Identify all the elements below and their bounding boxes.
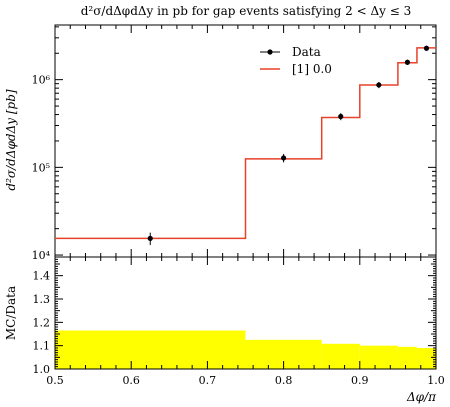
ratio-y-ticks: 1.0 1.1 1.2 1.3 1.4 <box>33 258 436 376</box>
ratio-band-bin <box>397 346 417 369</box>
data-point <box>376 82 382 88</box>
main-x-ticks <box>54 25 437 257</box>
x-tick-label: 0.8 <box>275 374 293 387</box>
x-tick-label: 0.5 <box>46 374 64 387</box>
main-y-axis-label: d²σ/dΔφdΔy [pb] <box>4 89 18 190</box>
data-point <box>423 45 430 51</box>
ratio-y-tick-label: 1.1 <box>33 340 51 353</box>
ratio-plot-marks <box>55 330 436 369</box>
main-y-tick-label: 10⁴ <box>32 249 51 262</box>
main-y-tick-label: 10⁶ <box>32 74 51 87</box>
ratio-y-tick-label: 1.2 <box>33 316 51 329</box>
x-tick-label: 1.0 <box>427 374 445 387</box>
x-tick-label: 0.7 <box>199 374 217 387</box>
main-y-ticks: 10⁴ 10⁵ 10⁶ <box>32 26 436 262</box>
x-tick-label: 0.9 <box>351 374 369 387</box>
data-point <box>147 235 153 241</box>
ratio-band-bin <box>55 330 246 369</box>
legend-data-label: Data <box>292 45 321 59</box>
ratio-x-ticks: 0.5 0.6 0.7 0.8 0.9 1.0 <box>46 257 445 387</box>
ratio-band-bin <box>321 343 360 369</box>
data-point <box>281 155 287 161</box>
x-tick-label: 0.6 <box>122 374 140 387</box>
legend-data-marker <box>267 49 273 55</box>
ratio-y-axis-label: MC/Data <box>4 286 18 340</box>
ratio-plot-panel: 1.0 1.1 1.2 1.3 1.4 0.5 0.6 0.7 0.8 0.9 1.0 MC/Da… <box>4 256 445 404</box>
ratio-band-bin <box>359 345 398 369</box>
main-y-tick-label: 10⁵ <box>32 161 50 174</box>
ratio-y-tick-label: 1.0 <box>33 363 51 376</box>
chart-title: d²σ/dΔφdΔy in pb for gap events satisfyi… <box>81 4 412 18</box>
mc-histogram-line <box>55 47 436 240</box>
main-plot-marks <box>55 45 436 246</box>
ratio-y-tick-label: 1.3 <box>33 293 51 306</box>
ratio-y-tick-label: 1.4 <box>33 270 51 283</box>
data-point <box>404 59 411 65</box>
x-axis-label: Δφ/π <box>406 390 437 404</box>
main-plot-panel: 10⁴ 10⁵ 10⁶ d²σ/dΔφdΔy [pb] <box>4 24 437 262</box>
legend-mc-label: [1] 0.0 <box>292 62 332 76</box>
legend: Data [1] 0.0 <box>260 45 332 76</box>
ratio-band-bin <box>416 348 436 369</box>
data-point <box>338 113 344 120</box>
